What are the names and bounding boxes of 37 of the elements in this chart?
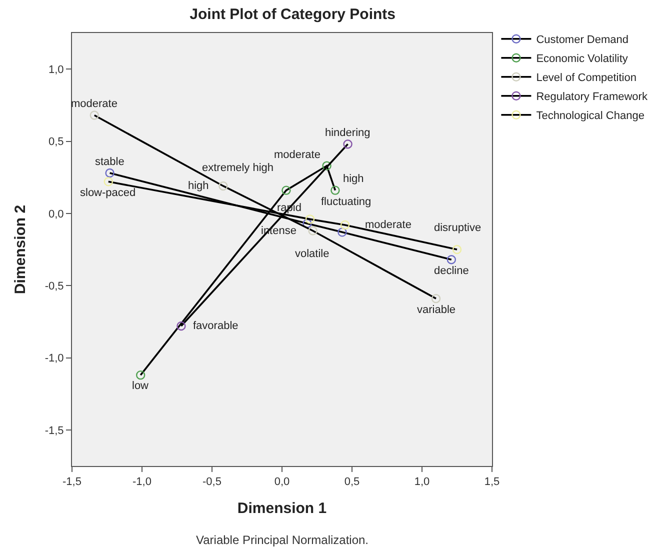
data-label: high <box>188 180 209 192</box>
data-label: favorable <box>193 320 238 332</box>
y-tick-label: -1,5 <box>44 424 64 437</box>
x-axis-title: Dimension 1 <box>237 500 327 518</box>
data-label: moderate <box>274 149 320 161</box>
data-label: variable <box>417 304 456 316</box>
legend-label: Customer Demand <box>536 34 629 46</box>
data-label: slow-paced <box>80 187 136 199</box>
y-tick-label: 1,0 <box>48 64 64 76</box>
data-label: extremely high <box>202 162 274 174</box>
x-tick-label: 1,0 <box>414 476 430 488</box>
x-tick-label: -1,0 <box>132 476 152 488</box>
legend-label: Economic Volatility <box>536 53 628 66</box>
y-tick-label: -0,5 <box>44 280 64 292</box>
data-label: disruptive <box>434 222 482 234</box>
data-label: hindering <box>325 127 370 139</box>
y-tick-label: 0,5 <box>48 136 64 148</box>
x-tick-label: 0,0 <box>274 476 290 488</box>
legend-label: Technological Change <box>536 110 644 122</box>
data-label: volatile <box>295 248 330 260</box>
text: Variable Principal Normalization. <box>196 533 369 547</box>
data-label: high <box>343 173 364 185</box>
y-tick-label: 0,0 <box>48 208 64 220</box>
data-label: decline <box>434 265 469 277</box>
data-label: moderate <box>365 219 412 231</box>
data-label: fluctuating <box>321 196 372 208</box>
x-tick-label: 0,5 <box>344 476 360 488</box>
chart-title: Joint Plot of Category Points <box>190 6 396 23</box>
y-tick-label: -1,0 <box>44 352 64 365</box>
x-tick-label: -1,5 <box>62 476 82 488</box>
data-label: stable <box>95 156 124 168</box>
x-tick-label: -0,5 <box>202 476 222 488</box>
y-axis-title: Dimension 2 <box>12 204 30 294</box>
x-tick-label: 1,5 <box>484 476 500 488</box>
data-label: low <box>132 380 149 392</box>
legend-label: Level of Competition <box>536 72 636 84</box>
legend-label: Regulatory Framework <box>536 91 648 104</box>
